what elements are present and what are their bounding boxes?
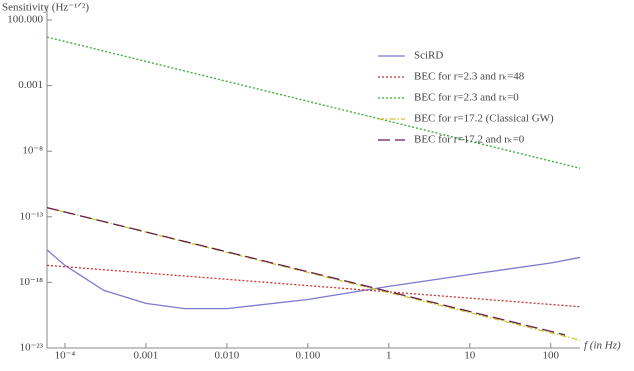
y-axis-label: Sensitivity (Hz⁻¹ᐟ²) [2, 2, 89, 14]
x-tick-label: 10⁻⁴ [55, 350, 76, 362]
series-line [46, 264, 581, 308]
y-tick-label: 10⁻²³ [20, 342, 44, 354]
legend-label: SciRD [414, 50, 443, 62]
legend-label: BEC for r=2.3 and rₖ=0 [414, 92, 519, 104]
series-line [46, 206, 566, 336]
y-tick-label: 10⁻¹³ [20, 210, 44, 222]
legend-label: BEC for r=2.3 and rₖ=48 [414, 71, 525, 83]
series-line [46, 36, 581, 169]
x-tick-label: 10 [464, 350, 476, 362]
y-tick-label: 0.001 [18, 79, 43, 91]
x-tick-label: 100 [542, 350, 559, 362]
x-tick-label: 0.010 [215, 350, 240, 362]
y-tick-label: 100.000 [7, 14, 43, 26]
series-line [46, 206, 581, 341]
series-line [46, 249, 581, 310]
x-tick-label: 0.100 [295, 350, 320, 362]
x-tick-label: 1 [386, 350, 392, 362]
legend-label: BEC for r=17.2 (Classical GW) [414, 113, 554, 125]
y-tick-label: 10⁻¹⁸ [19, 276, 43, 288]
x-axis-label: f (in Hz) [584, 340, 621, 352]
y-tick-label: 10⁻⁸ [22, 145, 43, 157]
legend-label: BEC for r=17.2 and rₖ=0 [414, 134, 525, 146]
x-tick-label: 0.001 [134, 350, 159, 362]
